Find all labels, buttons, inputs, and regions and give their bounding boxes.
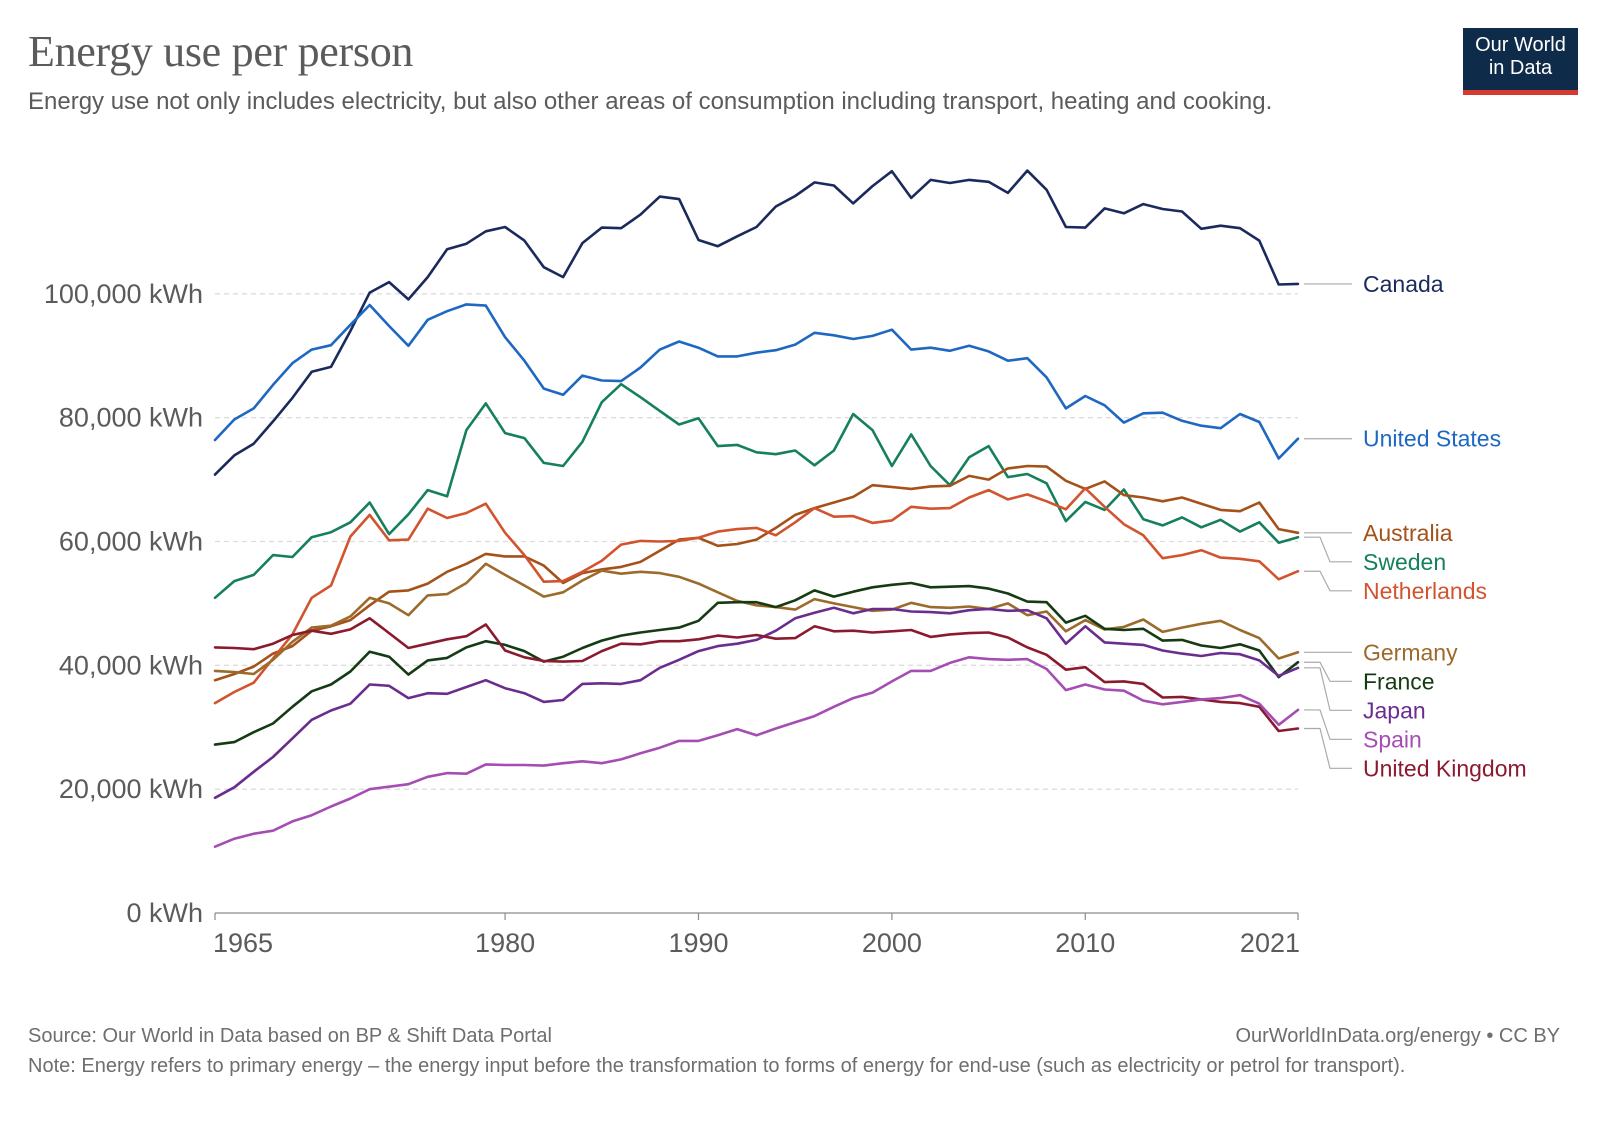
chart-title: Energy use per person [28,27,414,76]
x-tick-label: 1990 [668,928,728,958]
definition-note: Note: Energy refers to primary energy – … [28,1055,1406,1077]
series-line-france [213,581,1300,746]
label-connector [1304,709,1352,740]
series-line-japan [213,606,1300,800]
series-label-united-kingdom: United Kingdom [1363,755,1527,781]
series-line-united-kingdom [213,616,1300,733]
y-tick-label: 60,000 kWh [59,527,203,557]
y-tick-label: 40,000 kWh [59,650,203,680]
series-label-united-states: United States [1363,426,1501,452]
license-link[interactable]: OurWorldInData.org/energy • CC BY [1235,1025,1560,1047]
series-label-netherlands: Netherlands [1363,578,1487,604]
y-tick-label: 0 kWh [126,898,203,928]
label-connector [1304,667,1352,711]
x-tick-label: 1965 [213,928,273,958]
owid-logo[interactable]: Our World in Data [1463,28,1578,95]
logo-line-1: Our World [1475,34,1566,56]
series-line-canada [213,169,1300,476]
label-connector [1304,570,1352,592]
label-connector [1304,536,1352,563]
series-label-canada: Canada [1363,271,1444,297]
y-tick-label: 100,000 kWh [44,279,203,309]
label-connector [1304,661,1352,682]
chart-subtitle: Energy use not only includes electricity… [28,88,1273,115]
series-line-spain [213,655,1300,849]
line-chart: 0 kWh 20,000 kWh 40,000 kWh 60,000 kWh 80,00… [44,169,1527,958]
x-tick-label: 2000 [862,928,922,958]
x-tick-label: 2010 [1055,928,1115,958]
series-line-australia [213,464,1300,682]
source-note: Source: Our World in Data based on BP & … [28,1025,552,1047]
label-connector [1304,727,1352,769]
y-tick-label: 80,000 kWh [59,403,203,433]
logo-line-2: in Data [1488,57,1553,79]
logo-accent-bar [1463,90,1578,95]
x-tick-label: 2021 [1240,928,1300,958]
series-label-japan: Japan [1363,697,1426,723]
series-line-germany [213,562,1300,676]
x-tick-label: 1980 [475,928,535,958]
series-line-sweden [213,382,1300,600]
series-label-germany: Germany [1363,639,1458,665]
series-label-australia: Australia [1363,520,1453,546]
series-line-netherlands [213,486,1300,705]
series-label-sweden: Sweden [1363,549,1446,575]
series-label-spain: Spain [1363,726,1422,752]
series-line-united-states [213,303,1300,460]
y-tick-label: 20,000 kWh [59,774,203,804]
series-label-france: France [1363,668,1435,694]
